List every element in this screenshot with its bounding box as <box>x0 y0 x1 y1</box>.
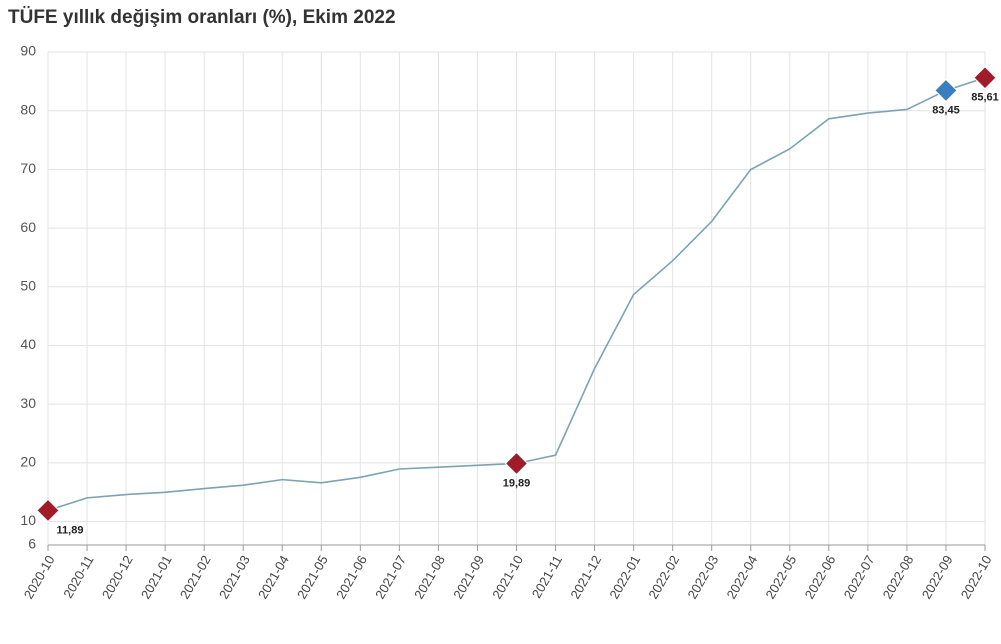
y-tick-label: 6 <box>28 536 36 552</box>
y-tick-label: 80 <box>20 101 36 117</box>
x-tick-label: 2022-03 <box>684 553 721 602</box>
x-tick-label: 2021-05 <box>294 553 331 602</box>
marker <box>934 78 958 103</box>
value-label: 85,61 <box>971 92 999 104</box>
x-tick-label: 2021-02 <box>177 553 214 602</box>
x-tick-label: 2020-10 <box>21 553 58 602</box>
x-tick-label: 2022-08 <box>880 553 917 602</box>
x-tick-label: 2021-09 <box>450 553 487 602</box>
x-tick-label: 2020-12 <box>99 553 136 602</box>
x-tick-label: 2022-06 <box>802 553 839 602</box>
x-tick-label: 2021-01 <box>138 553 175 602</box>
y-tick-label: 30 <box>20 395 36 411</box>
x-tick-label: 2021-11 <box>529 553 565 601</box>
x-tick-label: 2021-03 <box>216 553 253 602</box>
x-tick-label: 2021-10 <box>489 553 526 602</box>
y-tick-label: 20 <box>20 454 36 470</box>
x-tick-label: 2022-04 <box>723 553 760 602</box>
value-label: 83,45 <box>932 104 960 116</box>
marker <box>973 66 997 90</box>
marker <box>504 451 529 476</box>
x-tick-label: 2022-01 <box>606 553 643 602</box>
x-tick-label: 2021-04 <box>255 553 292 602</box>
value-label: 19,89 <box>503 477 531 489</box>
x-tick-label: 2021-12 <box>567 553 604 602</box>
x-tick-label: 2020-11 <box>60 553 96 601</box>
y-tick-label: 50 <box>20 277 36 293</box>
x-tick-label: 2021-08 <box>411 553 448 602</box>
x-tick-label: 2021-06 <box>333 553 370 602</box>
y-tick-label: 40 <box>20 336 36 352</box>
x-tick-label: 2022-02 <box>645 553 682 602</box>
x-tick-label: 2022-10 <box>958 553 995 602</box>
x-tick-label: 2021-07 <box>372 553 409 602</box>
x-tick-label: 2022-05 <box>763 553 800 602</box>
x-tick-label: 2022-09 <box>919 553 956 602</box>
marker <box>36 498 60 523</box>
value-label: 11,89 <box>57 524 84 536</box>
y-tick-label: 90 <box>20 43 36 59</box>
y-tick-label: 70 <box>20 160 36 176</box>
y-tick-label: 10 <box>20 512 36 528</box>
chart-title: TÜFE yıllık değişim oranları (%), Ekim 2… <box>8 7 396 28</box>
x-tick-label: 2022-07 <box>841 553 878 602</box>
y-tick-label: 60 <box>20 219 36 235</box>
